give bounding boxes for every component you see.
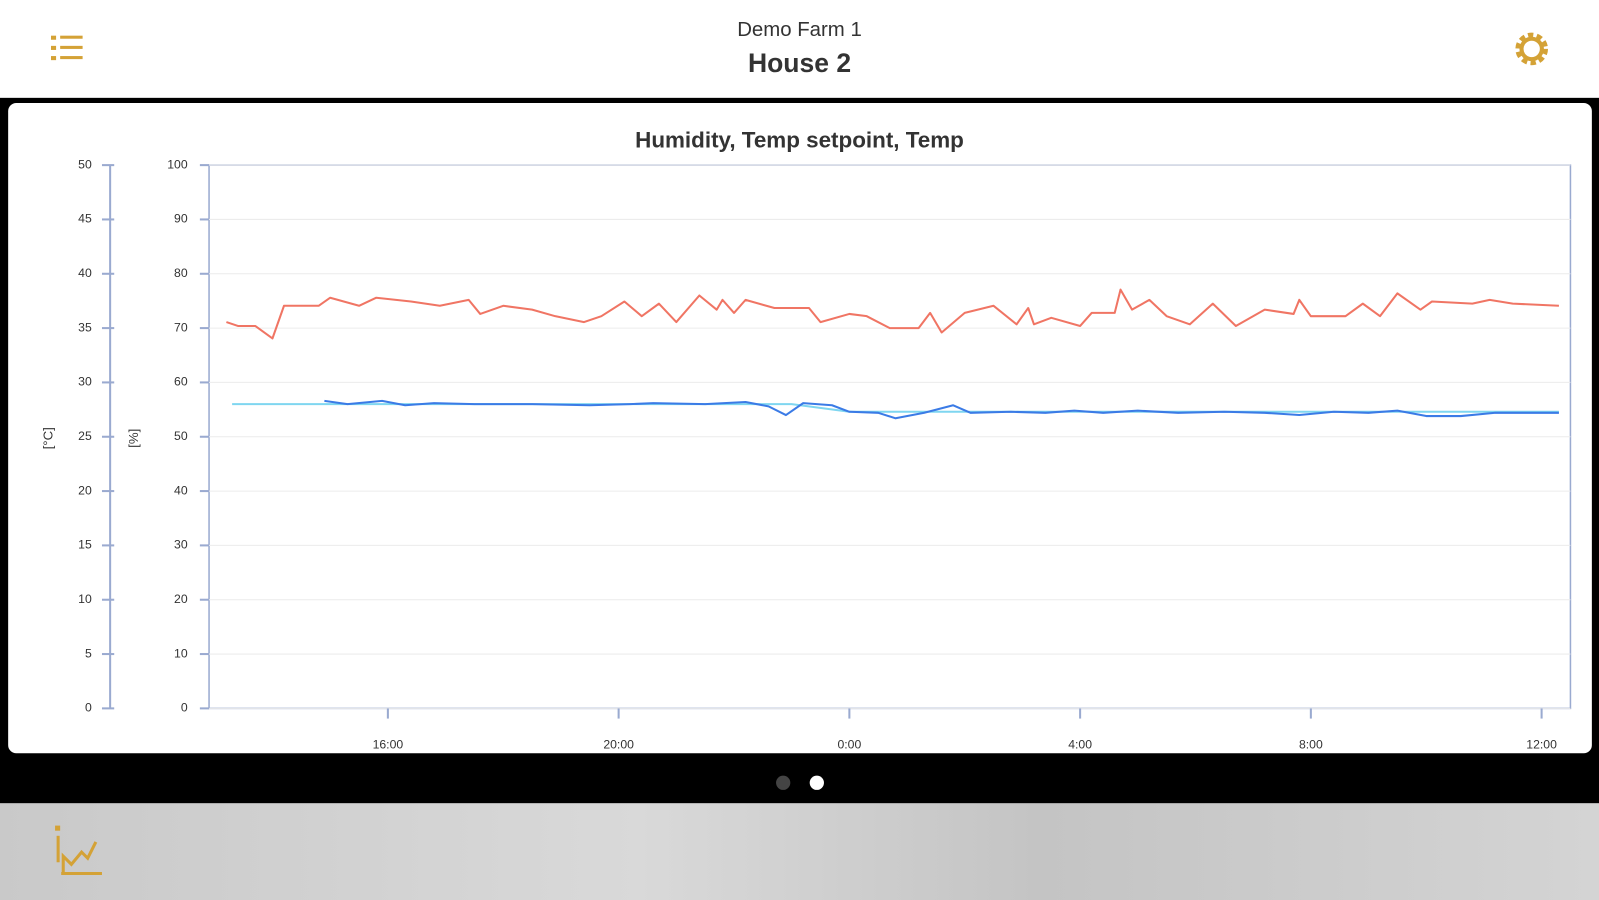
page-dot-active[interactable]: [809, 775, 824, 790]
header: [0, 0, 1599, 98]
y2-tick-label: 100: [167, 157, 188, 171]
x-tick-label: 16:00: [373, 737, 404, 751]
y2-tick-label: 80: [174, 266, 188, 280]
y2-tick-label: 50: [174, 429, 188, 443]
settings-button[interactable]: [1515, 32, 1549, 66]
chart: Humidity, Temp setpoint, Temp [°C] [%] 0…: [40, 128, 1572, 751]
menu-button[interactable]: [50, 35, 83, 61]
y-tick-label: 0: [85, 701, 92, 715]
y2-tick-label: 90: [174, 212, 188, 226]
y2-tick-label: 20: [174, 592, 188, 606]
chart-title: Humidity, Temp setpoint, Temp: [635, 128, 964, 153]
house-name: House 2: [748, 48, 851, 78]
x-tick-label: 4:00: [1068, 737, 1092, 751]
y-tick-label: 25: [78, 429, 92, 443]
y-tick-label: 5: [85, 646, 92, 660]
y2-axis-title: [%]: [126, 429, 141, 448]
y2-tick-label: 10: [174, 646, 188, 660]
y-tick-label: 15: [78, 538, 92, 552]
y-tick-label: 10: [78, 592, 92, 606]
page-dot[interactable]: [776, 775, 791, 790]
y2-tick-label: 0: [181, 701, 188, 715]
y-tick-label: 45: [78, 212, 92, 226]
y-tick-label: 50: [78, 157, 92, 171]
x-tick-label: 8:00: [1299, 737, 1323, 751]
y-tick-label: 35: [78, 320, 92, 334]
y2-tick-label: 60: [174, 375, 188, 389]
chart-card: [8, 102, 1592, 754]
y2-tick-label: 30: [174, 538, 188, 552]
y2-tick-label: 70: [174, 320, 188, 334]
y2-tick-label: 40: [174, 483, 188, 497]
y-axis-title: [°C]: [40, 427, 55, 449]
y-tick-label: 30: [78, 375, 92, 389]
series-line: [226, 288, 1559, 340]
x-tick-label: 0:00: [837, 737, 861, 751]
x-tick-label: 12:00: [1526, 737, 1557, 751]
graph-tab[interactable]: [55, 825, 102, 876]
x-tick-label: 20:00: [603, 737, 634, 751]
farm-name: Demo Farm 1: [737, 19, 862, 41]
series-line: [324, 399, 1559, 420]
y-tick-label: 20: [78, 483, 92, 497]
tab-bar: [0, 803, 1599, 900]
y-tick-label: 40: [78, 266, 92, 280]
